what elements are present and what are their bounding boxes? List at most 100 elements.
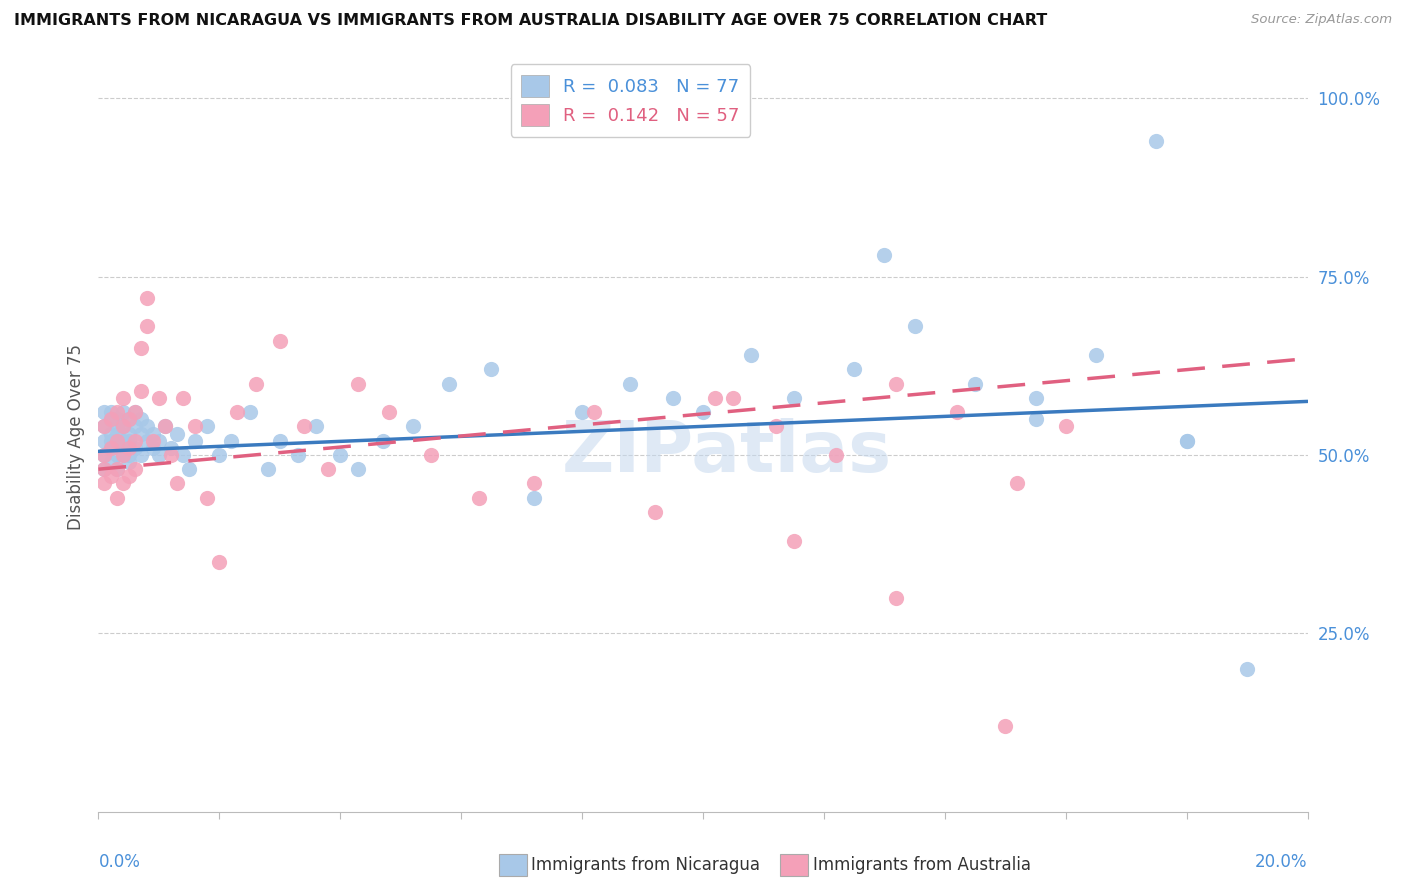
Point bbox=[1054, 419, 1077, 434]
Point bbox=[994, 719, 1017, 733]
Point bbox=[873, 248, 896, 262]
Point bbox=[105, 491, 128, 505]
Point bbox=[153, 419, 176, 434]
Point bbox=[100, 441, 122, 455]
Point bbox=[124, 434, 146, 448]
Point bbox=[111, 419, 134, 434]
Point bbox=[1007, 476, 1029, 491]
Point bbox=[195, 419, 218, 434]
Point bbox=[100, 412, 122, 426]
Point bbox=[371, 434, 394, 448]
Point bbox=[886, 591, 908, 605]
Point bbox=[1024, 391, 1046, 405]
Text: Immigrants from Nicaragua: Immigrants from Nicaragua bbox=[531, 856, 761, 874]
Point bbox=[965, 376, 987, 391]
Point bbox=[184, 419, 207, 434]
Text: Source: ZipAtlas.com: Source: ZipAtlas.com bbox=[1251, 13, 1392, 27]
Point bbox=[142, 426, 165, 441]
Point bbox=[100, 441, 122, 455]
Point bbox=[93, 434, 115, 448]
Point bbox=[105, 448, 128, 462]
Point bbox=[740, 348, 762, 362]
Point bbox=[129, 412, 152, 426]
Point bbox=[239, 405, 262, 419]
Point bbox=[105, 405, 128, 419]
Point bbox=[195, 491, 218, 505]
Text: 20.0%: 20.0% bbox=[1256, 853, 1308, 871]
Point bbox=[166, 426, 188, 441]
Point bbox=[402, 419, 425, 434]
Point bbox=[100, 405, 122, 419]
Point bbox=[825, 448, 848, 462]
Point bbox=[129, 341, 152, 355]
Point bbox=[692, 405, 714, 419]
Point bbox=[111, 448, 134, 462]
Point bbox=[886, 376, 908, 391]
Point bbox=[100, 426, 122, 441]
Point bbox=[111, 434, 134, 448]
Point bbox=[377, 405, 399, 419]
Point bbox=[347, 376, 370, 391]
Point bbox=[468, 491, 491, 505]
Point bbox=[124, 441, 146, 455]
Point bbox=[142, 434, 165, 448]
Point bbox=[105, 419, 128, 434]
Point bbox=[765, 419, 787, 434]
Point bbox=[118, 412, 141, 426]
Point bbox=[129, 384, 152, 398]
Point bbox=[208, 555, 231, 569]
Point bbox=[93, 419, 115, 434]
Point bbox=[148, 448, 170, 462]
Point bbox=[148, 391, 170, 405]
Point bbox=[172, 391, 194, 405]
Point bbox=[172, 448, 194, 462]
Point bbox=[118, 412, 141, 426]
Point bbox=[1024, 412, 1046, 426]
Point bbox=[783, 533, 806, 548]
Point bbox=[100, 412, 122, 426]
Point bbox=[111, 441, 134, 455]
Text: IMMIGRANTS FROM NICARAGUA VS IMMIGRANTS FROM AUSTRALIA DISABILITY AGE OVER 75 CO: IMMIGRANTS FROM NICARAGUA VS IMMIGRANTS … bbox=[14, 13, 1047, 29]
Point bbox=[946, 405, 969, 419]
Point bbox=[118, 434, 141, 448]
Point bbox=[100, 455, 122, 469]
Text: ZIPatlas: ZIPatlas bbox=[562, 417, 893, 486]
Point bbox=[1236, 662, 1258, 676]
Point bbox=[523, 491, 546, 505]
Point bbox=[124, 405, 146, 419]
Point bbox=[160, 448, 183, 462]
Point bbox=[1085, 348, 1108, 362]
Point bbox=[221, 434, 243, 448]
Point bbox=[184, 434, 207, 448]
Point bbox=[226, 405, 249, 419]
Point bbox=[420, 448, 443, 462]
Point bbox=[118, 469, 141, 483]
Point bbox=[269, 334, 291, 348]
Point bbox=[135, 291, 157, 305]
Point bbox=[124, 405, 146, 419]
Point bbox=[129, 448, 152, 462]
Point bbox=[305, 419, 328, 434]
Text: Immigrants from Australia: Immigrants from Australia bbox=[813, 856, 1031, 874]
Point bbox=[704, 391, 727, 405]
Point bbox=[571, 405, 593, 419]
Point bbox=[245, 376, 267, 391]
Point bbox=[142, 441, 165, 455]
Point bbox=[105, 412, 128, 426]
Point bbox=[135, 434, 157, 448]
Point bbox=[153, 419, 176, 434]
Point bbox=[437, 376, 460, 391]
Y-axis label: Disability Age Over 75: Disability Age Over 75 bbox=[66, 344, 84, 530]
Point bbox=[783, 391, 806, 405]
Point bbox=[904, 319, 927, 334]
Point bbox=[129, 426, 152, 441]
Point bbox=[93, 462, 115, 476]
Point bbox=[256, 462, 278, 476]
Point bbox=[111, 476, 134, 491]
Point bbox=[1175, 434, 1198, 448]
Point bbox=[179, 462, 201, 476]
Point bbox=[93, 448, 115, 462]
Legend: R =  0.083   N = 77, R =  0.142   N = 57: R = 0.083 N = 77, R = 0.142 N = 57 bbox=[510, 64, 751, 136]
Point bbox=[93, 405, 115, 419]
Point bbox=[93, 448, 115, 462]
